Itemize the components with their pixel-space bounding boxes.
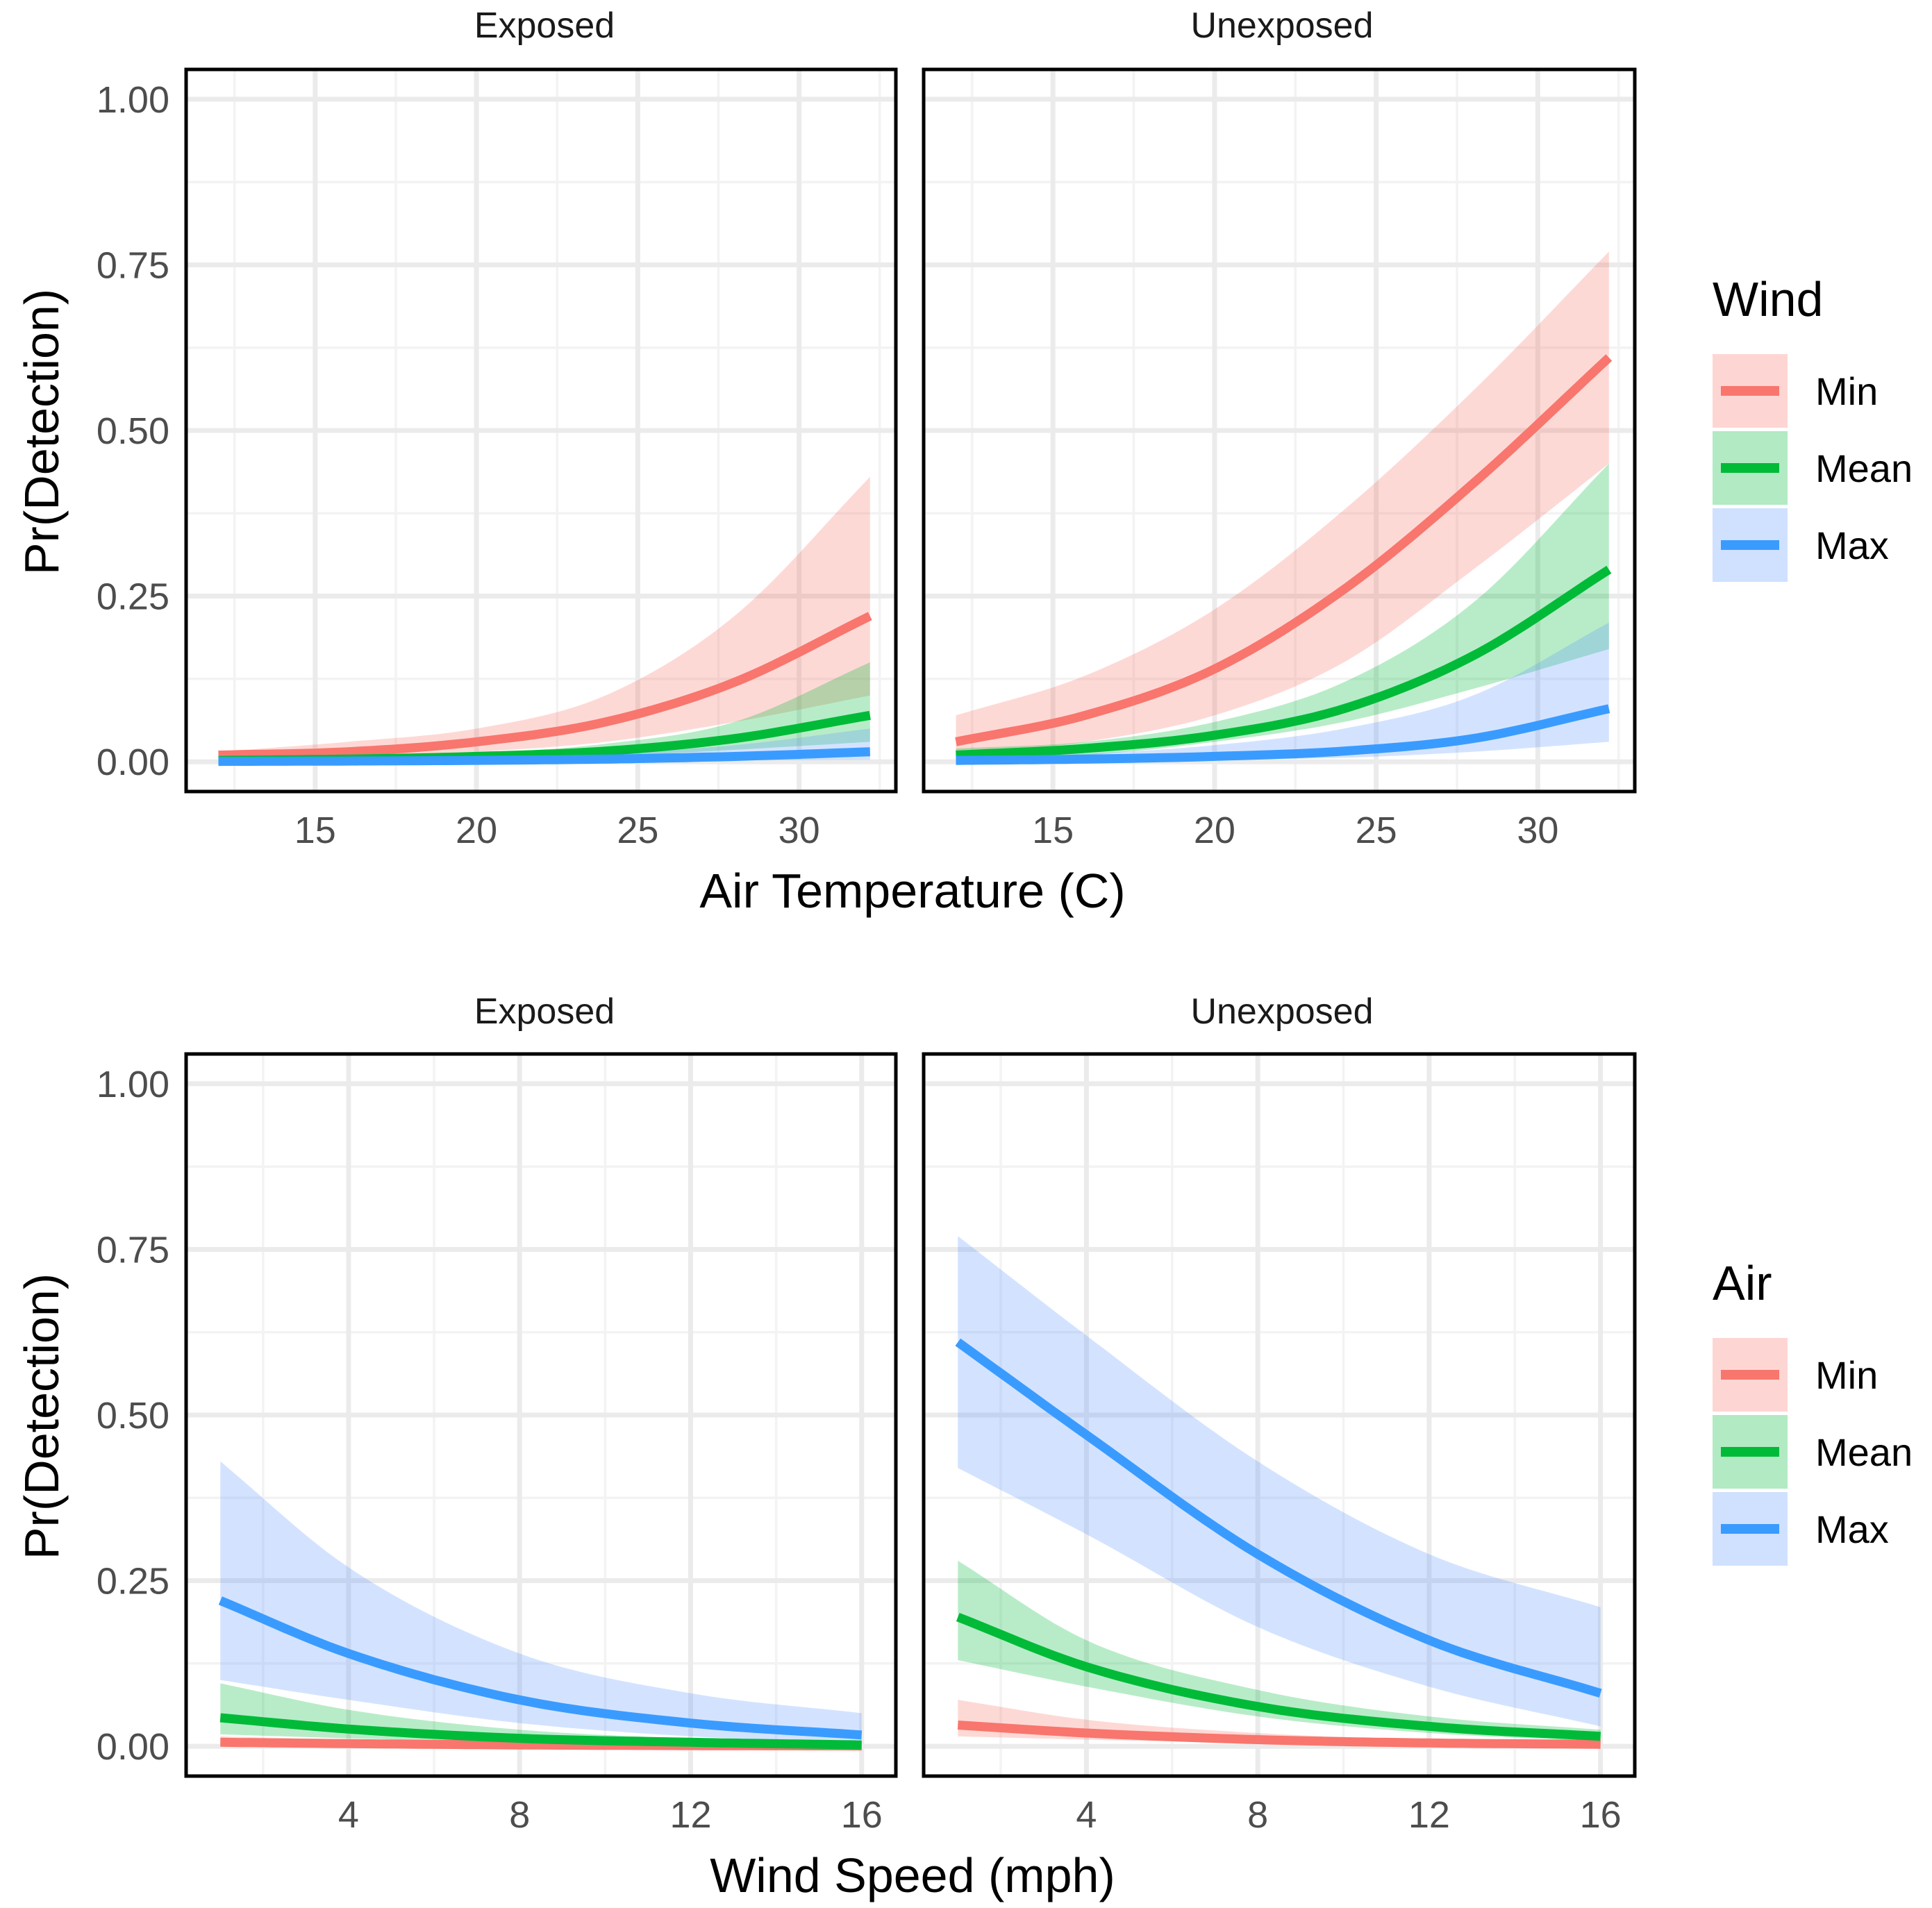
legend-label-max: Max bbox=[1815, 524, 1889, 567]
ci-band-max bbox=[956, 622, 1609, 762]
y-axis-title-top: Pr(Detection) bbox=[15, 289, 69, 575]
y-tick-label: 0.50 bbox=[97, 410, 169, 452]
strip-label-temp-exposed: Exposed bbox=[474, 6, 615, 46]
legend-label-min: Min bbox=[1815, 1353, 1878, 1397]
ci-band-mean bbox=[958, 1560, 1601, 1741]
x-axis-title-top: Air Temperature (C) bbox=[699, 864, 1125, 918]
x-tick-label: 8 bbox=[1247, 1794, 1268, 1836]
x-tick-label: 20 bbox=[456, 810, 497, 851]
ci-band-max bbox=[220, 1461, 862, 1743]
series-line-min bbox=[955, 354, 1613, 746]
strip-label-wind-unexposed: Unexposed bbox=[1190, 991, 1373, 1032]
panel-wind-exposed: 4 8 12 16 0.00 0.25 0.50 0.75 1.00 bbox=[97, 1052, 898, 1836]
y-tick-label: 0.00 bbox=[97, 742, 169, 783]
series-line-min bbox=[957, 1721, 1601, 1749]
series-line-max bbox=[218, 747, 871, 767]
y-tick-label: 0.50 bbox=[97, 1395, 169, 1437]
panel-temp-exposed: 15 20 25 30 0.00 0.25 0.50 0.75 1.00 bbox=[97, 67, 898, 851]
x-tick-label: 4 bbox=[1076, 1794, 1097, 1836]
ci-band-max bbox=[958, 1236, 1601, 1727]
x-tick-label: 15 bbox=[1032, 810, 1074, 851]
series-line-min bbox=[218, 612, 872, 760]
x-tick-label: 16 bbox=[1580, 1794, 1622, 1836]
y-tick-label: 0.75 bbox=[97, 244, 169, 286]
x-tick-label: 25 bbox=[1356, 810, 1397, 851]
x-tick-label: 15 bbox=[294, 810, 336, 851]
strip-label-temp-unexposed: Unexposed bbox=[1190, 6, 1373, 46]
x-tick-label: 30 bbox=[1517, 810, 1558, 851]
series-line-max bbox=[218, 1596, 863, 1740]
y-tick-label: 0.00 bbox=[97, 1726, 169, 1768]
y-tick-label: 0.25 bbox=[97, 576, 169, 618]
strip-label-wind-exposed: Exposed bbox=[474, 991, 615, 1032]
x-tick-label: 20 bbox=[1194, 810, 1235, 851]
x-tick-label: 12 bbox=[669, 1794, 711, 1836]
panel-temp-unexposed: 15 20 25 30 bbox=[922, 67, 1637, 851]
x-tick-label: 30 bbox=[778, 810, 820, 851]
panel-border bbox=[184, 1052, 898, 1778]
x-tick-label: 4 bbox=[338, 1794, 359, 1836]
legend-title-wind: Wind bbox=[1713, 272, 1823, 326]
ci-band-min bbox=[956, 251, 1609, 755]
legend-title-air: Air bbox=[1713, 1256, 1772, 1310]
series-line-mean bbox=[956, 1612, 1601, 1741]
x-tick-label: 25 bbox=[617, 810, 658, 851]
y-tick-label: 1.00 bbox=[97, 79, 169, 121]
y-tick-label: 0.75 bbox=[97, 1229, 169, 1271]
panel-border bbox=[184, 67, 898, 794]
legend-label-min: Min bbox=[1815, 369, 1878, 413]
x-tick-label: 12 bbox=[1408, 1794, 1450, 1836]
legend-label-max: Max bbox=[1815, 1507, 1889, 1551]
ci-band-mean bbox=[218, 662, 870, 762]
legend-label-mean: Mean bbox=[1815, 1430, 1913, 1474]
x-tick-label: 8 bbox=[509, 1794, 530, 1836]
legend-label-mean: Mean bbox=[1815, 446, 1913, 490]
legend-air: Air Min Mean Max bbox=[1713, 1256, 1913, 1566]
panel-border bbox=[922, 67, 1637, 794]
panel-wind-unexposed: 4 8 12 16 bbox=[922, 1052, 1637, 1836]
series-line-max bbox=[956, 704, 1610, 765]
y-tick-label: 1.00 bbox=[97, 1064, 169, 1105]
series-line-mean bbox=[219, 1713, 862, 1750]
x-axis-title-bottom: Wind Speed (mph) bbox=[710, 1848, 1115, 1902]
series-line-mean bbox=[956, 565, 1612, 760]
panel-border bbox=[922, 1052, 1637, 1778]
y-axis-title-bottom: Pr(Detection) bbox=[15, 1273, 69, 1559]
series-line-max bbox=[955, 1338, 1602, 1698]
y-tick-label: 0.25 bbox=[97, 1561, 169, 1602]
legend-wind: Wind Min Mean Max bbox=[1713, 272, 1913, 582]
x-tick-label: 16 bbox=[841, 1794, 883, 1836]
ci-band-mean bbox=[956, 463, 1609, 759]
